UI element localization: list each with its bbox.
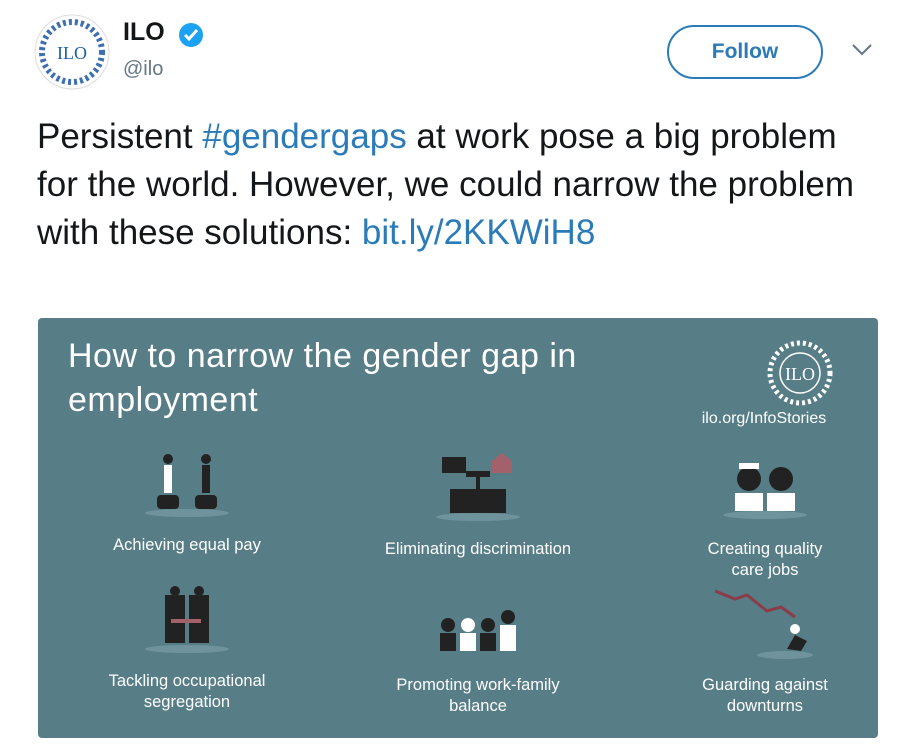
item-label: Guarding against downturns bbox=[702, 676, 828, 715]
tweet-text: Persistent #gendergaps at work pose a bi… bbox=[37, 113, 857, 257]
verified-badge bbox=[179, 23, 203, 47]
item-label: Creating quality care jobs bbox=[707, 540, 823, 579]
item-icon bbox=[440, 610, 516, 651]
item-icon bbox=[436, 453, 520, 521]
item-label: Eliminating discrimination bbox=[384, 540, 572, 558]
avatar[interactable]: ILO bbox=[34, 14, 110, 90]
avatar-logo-text: ILO bbox=[57, 43, 87, 63]
follow-button[interactable]: Follow bbox=[667, 25, 823, 79]
hashtag[interactable]: #gendergaps bbox=[202, 117, 407, 156]
tweet-text-segment: at work pose a big problem for the world… bbox=[37, 117, 855, 252]
item-label: Promoting work-family balance bbox=[396, 676, 560, 715]
image-logo-text: ILO bbox=[785, 364, 815, 384]
image-logo: ILO bbox=[767, 340, 833, 406]
account-handle[interactable]: @ilo bbox=[123, 58, 164, 80]
item-icon bbox=[723, 463, 807, 519]
tweet-image[interactable]: How to narrow the gender gap in employme… bbox=[38, 318, 878, 738]
image-title: How to narrow the gender gap in employme… bbox=[68, 337, 577, 419]
item-label: Achieving equal pay bbox=[113, 536, 261, 554]
menu-chevron[interactable] bbox=[850, 42, 874, 58]
item-icon bbox=[715, 589, 813, 659]
link[interactable]: bit.ly/2KKWiH8 bbox=[361, 213, 596, 252]
item-icon bbox=[145, 586, 229, 653]
item-label: Tackling occupational segregation bbox=[108, 672, 266, 711]
tweet-text-segment: Persistent bbox=[37, 117, 203, 156]
image-site: ilo.org/InfoStories bbox=[701, 410, 827, 427]
account-name[interactable]: ILO bbox=[123, 18, 165, 46]
item-icon bbox=[145, 454, 229, 517]
